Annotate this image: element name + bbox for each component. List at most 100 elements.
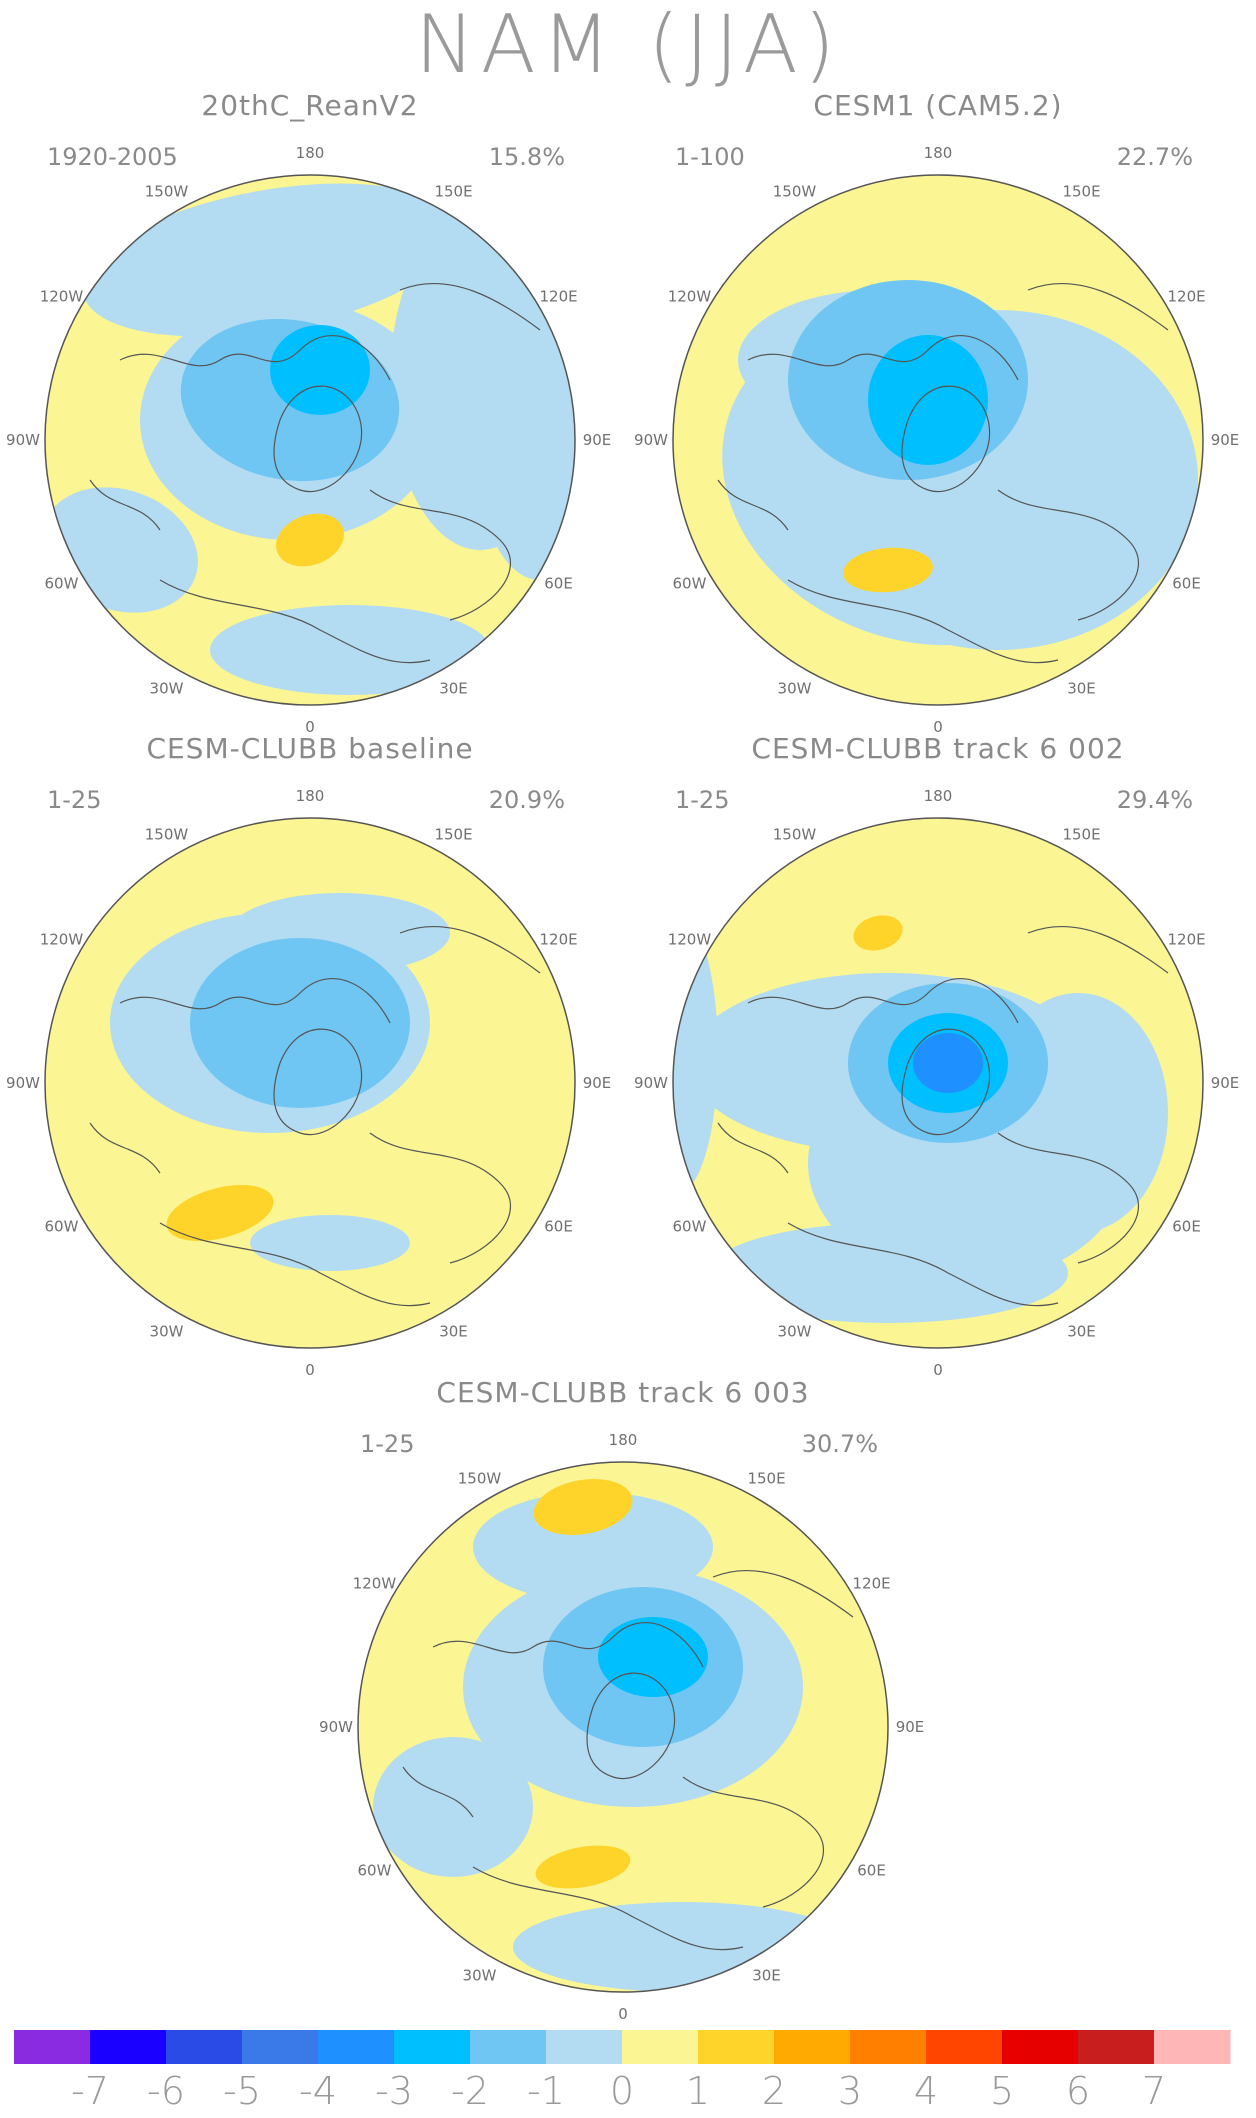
anomaly-contour [598,1617,708,1697]
anomaly-contour [868,335,988,465]
longitude-label: 120W [40,931,84,949]
colorbar-swatch [394,2030,471,2064]
map-boundary [357,1461,889,1993]
coastline [119,334,391,381]
colorbar-swatch [850,2030,927,2064]
coastline [717,1122,789,1174]
longitude-label: 150E [1062,182,1100,200]
longitude-label: 90E [583,431,612,449]
anomaly-contour [513,1902,853,1992]
colorbar-swatch [546,2030,623,2064]
colorbar-swatch [1078,2030,1155,2064]
longitude-label: 150W [458,1469,502,1487]
map-boundary [44,174,576,706]
panel-variance: 15.8% [489,143,565,171]
panel-variance: 20.9% [489,786,565,814]
longitude-label: 60E [1172,575,1201,593]
longitude-label: 30W [778,680,812,698]
colorbar-tick-label: 5 [990,2069,1014,2113]
coastline [399,925,541,974]
colorbar-tick-label: 1 [686,2069,710,2113]
anomaly-contour [708,1223,1068,1323]
colorbar-tick-label: -1 [527,2069,565,2113]
anomaly-contour [480,360,575,580]
longitude-label: 30W [778,1323,812,1341]
longitude-label: 30E [439,1323,468,1341]
colorbar-tick-label: 7 [1142,2069,1166,2113]
anomaly-contour [853,915,903,951]
panel-period: 1920-2005 [47,143,178,171]
figure-title: NAM (JJA) [415,0,841,91]
coastline [369,489,512,621]
panel-title: CESM1 (CAM5.2) [813,89,1062,122]
anomaly-contour [913,1033,983,1093]
colorbar-tick-label: 2 [762,2069,786,2113]
longitude-label: 90E [583,1074,612,1092]
coastline [787,1222,1059,1307]
colorbar-swatch [318,2030,395,2064]
anomaly-contour [82,183,458,337]
colorbar-tick-label: -2 [451,2069,489,2113]
longitude-label: 0 [933,1361,943,1379]
longitude-label: 90W [319,1718,353,1736]
anomaly-contour [535,1845,631,1889]
longitude-label: 90W [6,1074,40,1092]
longitude-label: 0 [305,1361,315,1379]
longitude-label: 120E [1167,931,1205,949]
longitude-label: 0 [618,2005,628,2023]
coastline [472,1866,744,1951]
colorbar-swatch [1002,2030,1079,2064]
longitude-label: 150E [1062,825,1100,843]
colorbar: -7 -6 -5 -4 -3 -2 -1 0 1 2 3 4 5 6 7 [14,2030,1231,2113]
anomaly-contour [373,1737,533,1877]
panel-title: 20thC_ReanV2 [201,89,418,122]
colorbar-tick-label: -6 [147,2069,185,2113]
panel-variance: 29.4% [1117,786,1193,814]
colorbar-tick-label: 3 [838,2069,862,2113]
coastline [273,385,363,493]
longitude-label: 60W [672,575,706,593]
coastline [1027,282,1169,331]
map-panel-2: 180 150E 120E 90E 60E 30E 0 30W 60W 90W 120W 150W CE… [634,89,1239,736]
longitude-label: 90E [1211,1074,1240,1092]
panel-title: CESM-CLUBB track 6 002 [751,732,1124,765]
longitude-label: 60W [44,575,78,593]
longitude-label: 60W [357,1862,391,1880]
panel-period: 1-25 [675,786,729,814]
longitude-label: 150W [773,182,817,200]
longitude-label: 90W [634,431,668,449]
longitude-label: 60W [672,1218,706,1236]
coastline [402,1766,474,1818]
anomaly-contour [210,605,490,695]
longitude-label: 60E [857,1862,886,1880]
colorbar-swatch [774,2030,851,2064]
coastline [399,282,541,331]
panel-variance: 30.7% [802,1430,878,1458]
anomaly-contour [533,1479,633,1535]
anomaly-contour [270,325,370,415]
coastline [89,479,161,531]
longitude-label: 120E [539,288,577,306]
coastline [369,1132,512,1264]
longitude-label: 90E [896,1718,925,1736]
panel-title: CESM-CLUBB track 6 003 [436,1376,809,1409]
map-boundary [672,174,1204,706]
colorbar-swatch [926,2030,1003,2064]
longitude-label: 30E [752,1967,781,1985]
longitude-label: 30W [463,1967,497,1985]
map-boundary [44,817,576,1349]
longitude-label: 150E [434,825,472,843]
longitude-label: 30E [1067,1323,1096,1341]
longitude-label: 150E [747,1469,785,1487]
longitude-label: 120W [40,288,84,306]
coastline [89,1122,161,1174]
longitude-label: 30E [439,680,468,698]
longitude-label: 150W [773,825,817,843]
longitude-label: 180 [924,144,953,162]
longitude-label: 180 [296,787,325,805]
coastline [159,1222,431,1307]
longitude-label: 180 [296,144,325,162]
map-panel-1: 180 150E 120E 90E 60E 30E 0 30W 60W 90W 120W 150W 20… [6,89,611,736]
panel-period: 1-25 [360,1430,414,1458]
